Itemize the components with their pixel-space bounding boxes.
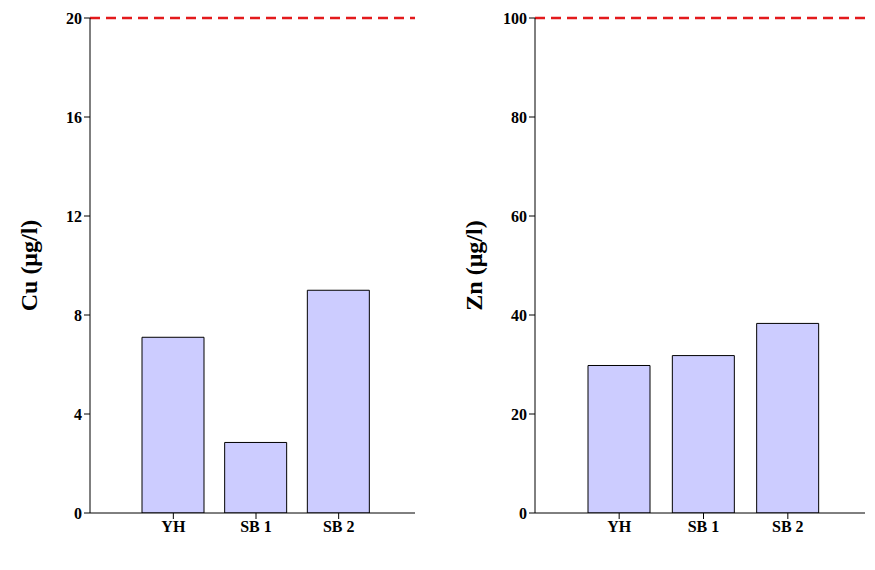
svg-text:16: 16 <box>66 109 82 126</box>
svg-text:100: 100 <box>503 10 527 27</box>
svg-text:60: 60 <box>511 208 527 225</box>
svg-text:SB 1: SB 1 <box>688 518 720 535</box>
svg-text:20: 20 <box>66 10 82 27</box>
svg-text:YH: YH <box>607 518 632 535</box>
svg-text:0: 0 <box>519 505 527 522</box>
svg-text:40: 40 <box>511 307 527 324</box>
svg-text:SB 1: SB 1 <box>240 518 272 535</box>
svg-text:YH: YH <box>161 518 186 535</box>
svg-text:Zn (μg/l): Zn (μg/l) <box>461 220 487 310</box>
svg-text:SB 2: SB 2 <box>772 518 804 535</box>
svg-text:80: 80 <box>511 109 527 126</box>
svg-text:SB 2: SB 2 <box>323 518 355 535</box>
svg-text:Cu (μg/l): Cu (μg/l) <box>16 220 42 312</box>
svg-text:20: 20 <box>511 406 527 423</box>
svg-text:4: 4 <box>74 406 82 423</box>
svg-text:8: 8 <box>74 307 82 324</box>
svg-text:12: 12 <box>66 208 82 225</box>
svg-text:0: 0 <box>74 505 82 522</box>
